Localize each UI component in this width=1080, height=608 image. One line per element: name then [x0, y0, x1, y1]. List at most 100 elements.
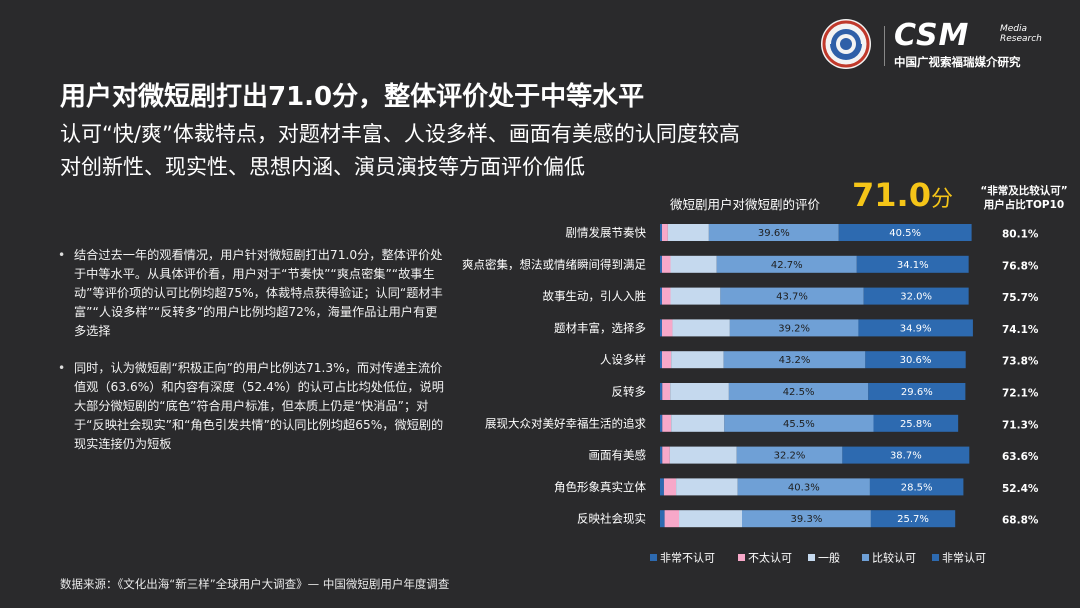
category-label: 剧情发展节奏快 [566, 226, 647, 240]
segment-value-label: 39.2% [778, 323, 810, 334]
subtitle-line-2: 对创新性、现实性、思想内涵、演员演技等方面评价偏低 [60, 155, 585, 179]
legend-label: 非常认可 [942, 552, 986, 565]
bar-segment [863, 287, 969, 305]
category-label: 反转多 [612, 385, 647, 399]
legend-swatch [650, 554, 657, 561]
bar-segment [660, 446, 663, 464]
score-unit: 分 [930, 187, 953, 212]
top10-value-label: 73.8% [1002, 356, 1039, 368]
bar-segment [669, 446, 737, 464]
segment-value-label: 39.6% [758, 228, 790, 239]
bar-segment [660, 383, 663, 400]
bar-segment [838, 224, 972, 241]
top10-value-label: 72.1% [1002, 388, 1039, 400]
bar-segment [865, 351, 966, 369]
bar-segment [661, 287, 671, 305]
bar-segment [842, 446, 970, 464]
legend-label: 一般 [818, 552, 840, 565]
bar-segment [662, 414, 672, 432]
category-label: 故事生动，引人入胜 [543, 289, 647, 303]
segment-value-label: 28.5% [901, 482, 933, 493]
bar-segment [723, 351, 866, 369]
top10-value-label: 68.8% [1002, 515, 1039, 527]
logo-area: CSM Media Research 中国广视索福瑞媒介研究 [820, 18, 1060, 74]
category-label: 画面有美感 [589, 448, 647, 462]
segment-value-label: 39.3% [791, 514, 823, 525]
logo-divider [884, 26, 885, 66]
top10-header-line-2: 用户占比TOP10 [983, 199, 1065, 211]
bar-segment [679, 510, 742, 528]
bar-segment [858, 319, 973, 337]
bar-segment [869, 478, 964, 496]
bar-segment [662, 446, 670, 464]
top10-value-label: 63.6% [1002, 451, 1039, 463]
category-label: 角色形象真实立体 [554, 480, 646, 494]
legend-swatch [862, 554, 869, 561]
bar-segment [670, 287, 721, 305]
csm-logo-text: CSM [894, 18, 970, 53]
bar-segment [737, 478, 870, 496]
overall-score: 71.0分 [852, 176, 953, 214]
bar-segment [661, 255, 671, 273]
bar-segment [660, 478, 664, 496]
data-source: 数据来源：《文化出海“新三样”全球用户大调查》— 中国微短剧用户年度调查 [60, 577, 450, 591]
top10-value-label: 75.7% [1002, 292, 1039, 304]
legend-swatch [932, 554, 939, 561]
bar-segment [736, 446, 843, 464]
bar-segment [868, 383, 966, 400]
segment-value-label: 25.8% [900, 419, 932, 430]
top10-value-label: 76.8% [1002, 260, 1039, 272]
top10-header-line-1: “非常及比较认可” [980, 185, 1068, 197]
bar-segment [663, 478, 677, 496]
legend-label: 不太认可 [748, 552, 792, 565]
segment-value-label: 38.7% [890, 451, 922, 462]
chart-caption: 微短剧用户对微短剧的评价 [670, 197, 821, 212]
bullet-item: 同时，认为微短剧“积极正向”的用户比例达71.3%，而对传递主流价值观（63.6… [58, 359, 446, 454]
top10-header: “非常及比较认可” 用户占比TOP10 [976, 184, 1072, 212]
bar-segment [667, 224, 709, 241]
page-title: 用户对微短剧打出71.0分，整体评价处于中等水平 [60, 82, 645, 112]
category-label: 展现大众对美好幸福生活的追求 [485, 416, 646, 430]
legend-swatch [808, 554, 815, 561]
category-label: 题材丰富，选择多 [554, 321, 646, 335]
segment-value-label: 34.1% [897, 260, 929, 271]
segment-value-label: 42.7% [771, 260, 803, 271]
bar-segment [661, 351, 672, 369]
bullet-item: 结合过去一年的观看情况，用户针对微短剧打出71.0分，整体评价处于中等水平。从具… [58, 246, 446, 341]
stacked-bar-chart: 剧情发展节奏快 39.6% 40.5% 80.1% 爽点密集，想法或情绪瞬间得到满足 42… [462, 224, 1039, 565]
bar-segment [724, 414, 874, 432]
segment-value-label: 40.3% [788, 482, 820, 493]
bar-segment [873, 414, 959, 432]
bullet-list: 结合过去一年的观看情况，用户针对微短剧打出71.0分，整体评价处于中等水平。从具… [58, 246, 446, 472]
bar-segment [660, 510, 665, 528]
bar-segment [720, 287, 864, 305]
segment-value-label: 43.2% [779, 355, 811, 366]
bar-segment [742, 510, 871, 528]
bar-segment [660, 255, 662, 273]
seal-logo-icon [821, 19, 871, 69]
segment-value-label: 25.7% [897, 514, 929, 525]
bar-segment [716, 255, 857, 273]
bar-segment [661, 224, 668, 241]
segment-value-label: 30.6% [900, 355, 932, 366]
legend-swatch [738, 554, 745, 561]
subtitle-line-1: 认可“快/爽”体裁特点，对题材丰富、人设多样、画面有美感的认同度较高 [60, 122, 740, 146]
bar-segment [660, 287, 662, 305]
segment-value-label: 40.5% [889, 228, 921, 239]
org-name: 中国广视索福瑞媒介研究 [894, 55, 1021, 69]
segment-value-label: 32.0% [900, 292, 932, 303]
top10-value-label: 80.1% [1002, 229, 1039, 241]
csm-logo-subtext: Media Research [1000, 24, 1042, 44]
segment-value-label: 43.7% [776, 292, 808, 303]
top10-value-label: 74.1% [1002, 324, 1039, 336]
bar-segment [660, 319, 662, 337]
bar-segment [708, 224, 839, 241]
bar-segment [671, 351, 724, 369]
category-label: 人设多样 [600, 353, 646, 367]
score-value: 71.0 [852, 176, 931, 214]
bar-segment [661, 319, 673, 337]
bar-segment [676, 478, 738, 496]
segment-value-label: 34.9% [900, 323, 932, 334]
segment-value-label: 29.6% [901, 387, 933, 398]
legend-label: 非常不认可 [660, 552, 715, 565]
